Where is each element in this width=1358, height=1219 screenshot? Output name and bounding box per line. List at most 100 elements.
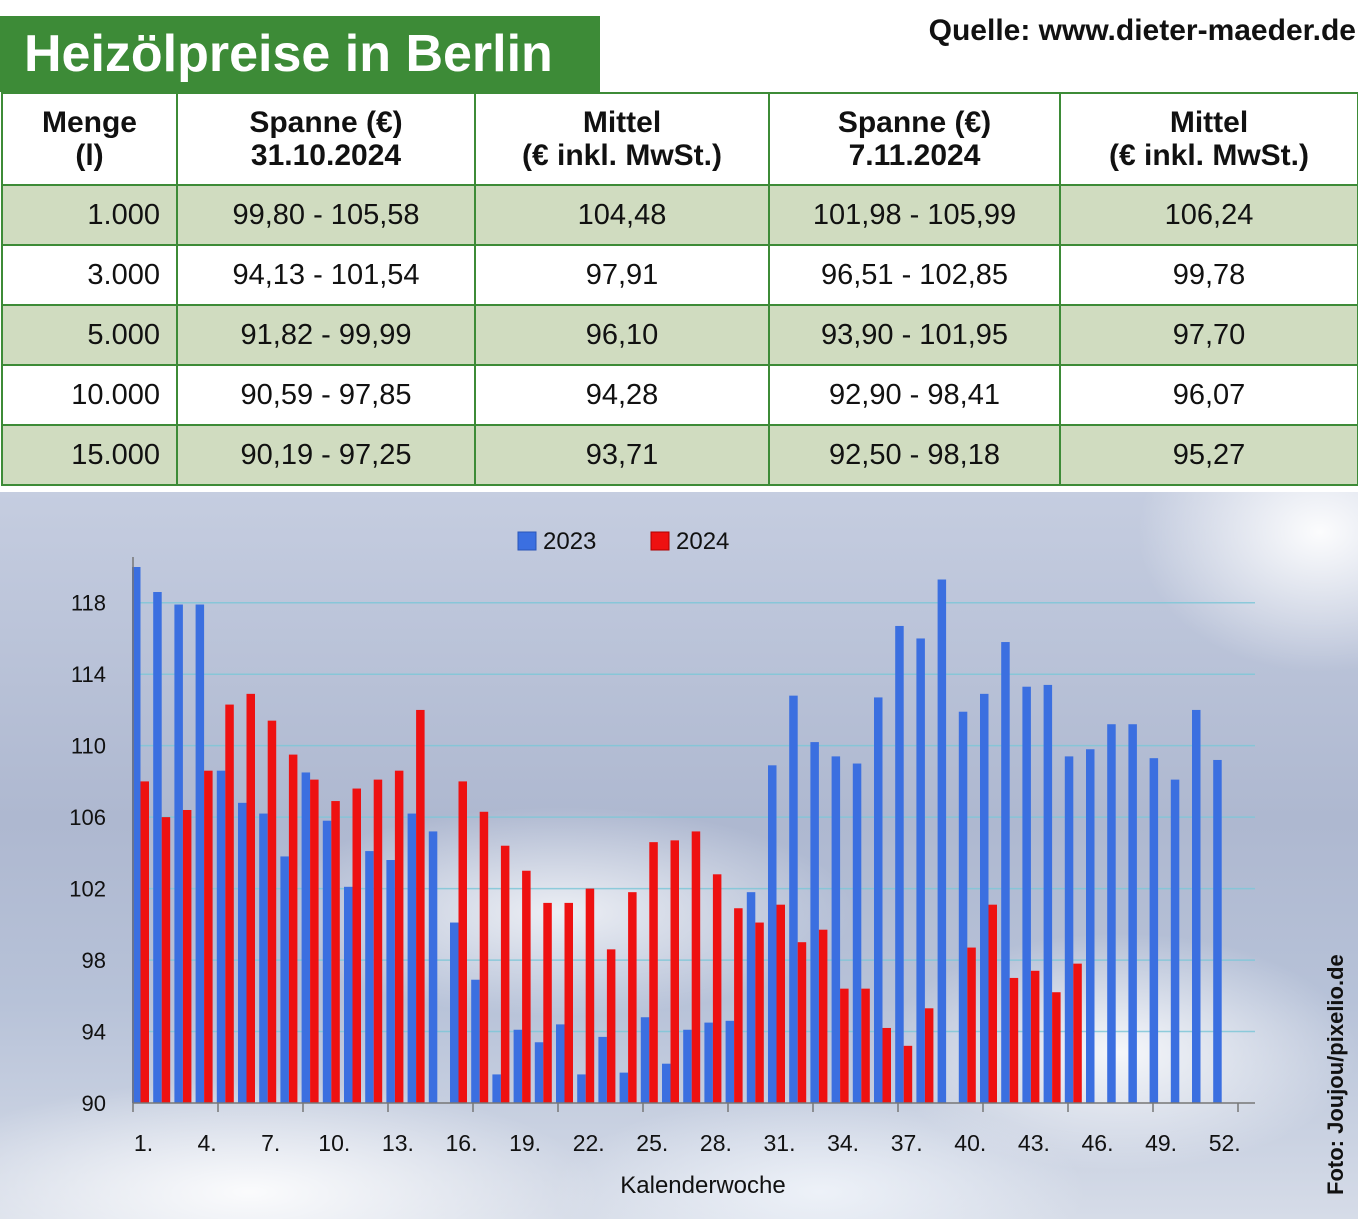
bar-2023-week-1 [132,567,141,1103]
bar-2023-week-20 [534,1042,544,1103]
cell-spanne-2: 92,90 - 98,41 [768,364,1061,426]
cell-mittel-1: 96,10 [474,304,770,366]
header-spanne-2: Spanne (€) 7.11.2024 [768,92,1061,186]
legend: 2023 2024 [517,528,729,555]
cell-spanne-1: 91,82 - 99,99 [176,304,476,366]
bar-2024-week-24 [628,892,637,1103]
bar-2023-week-22 [577,1074,586,1103]
bar-2024-week-9 [310,779,319,1103]
bar-2023-week-42 [1001,642,1010,1103]
bar-2024-week-5 [225,704,234,1103]
bar-2023-week-14 [407,813,417,1103]
cell-mittel-2: 95,27 [1059,424,1358,486]
bar-2023-week-19 [513,1029,523,1103]
cell-menge: 3.000 [1,244,178,306]
bar-2024-week-43 [1030,970,1040,1103]
chart-area: 90 94 98 102 106 110 114 118 1. 4. 7. 10. 13. 16. 19. 2… [0,492,1358,1219]
bar-2023-week-40 [958,711,968,1103]
bar-2024-week-16 [458,781,467,1103]
x-tick-label: 43. [1018,1130,1050,1156]
cell-mittel-1: 94,28 [474,364,770,426]
cell-menge: 10.000 [1,364,178,426]
bar-2024-week-42 [1009,977,1019,1103]
bar-2023-week-32 [789,695,798,1103]
cell-spanne-2: 96,51 - 102,85 [768,244,1061,306]
legend-swatch-2023 [517,531,537,551]
bar-2024-week-4 [204,770,213,1103]
bar-2023-week-24 [619,1072,629,1103]
x-axis-title: Kalenderwoche [620,1172,785,1199]
bar-2024-week-30 [755,922,764,1103]
cell-spanne-2: 101,98 - 105,99 [768,184,1061,246]
bar-2024-week-41 [988,904,997,1103]
cell-spanne-1: 99,80 - 105,58 [176,184,476,246]
y-tick-label: 94 [82,1020,106,1045]
bar-2023-week-12 [365,851,374,1103]
bar-2023-week-46 [1086,749,1095,1103]
bar-2024-week-21 [564,902,573,1103]
bar-2023-week-27 [683,1029,692,1103]
bar-2024-week-36 [882,1027,891,1103]
bar-2023-week-9 [301,772,311,1103]
x-tick-label: 1. [134,1130,153,1156]
cell-spanne-1: 90,59 - 97,85 [176,364,476,426]
x-tick-label: 46. [1082,1130,1114,1156]
bar-2023-week-50 [1170,779,1180,1103]
bar-2024-week-20 [543,902,552,1103]
bar-2023-week-34 [831,756,841,1103]
bar-2024-week-2 [161,817,171,1103]
cell-mittel-1: 97,91 [474,244,770,306]
x-tick-label: 37. [891,1130,923,1156]
axes: 90 94 98 102 106 110 114 118 1. 4. 7. 10. 13. 16. 19. 2… [69,557,1255,1199]
bar-2023-week-3 [174,604,183,1103]
table-row: 3.000 94,13 - 101,54 97,91 96,51 - 102,8… [1,244,1358,306]
cell-menge: 1.000 [1,184,178,246]
y-tick-label: 118 [71,591,106,616]
bar-2023-week-45 [1064,756,1074,1103]
table-row: 1.000 99,80 - 105,58 104,48 101,98 - 105… [1,184,1358,246]
bar-2023-week-13 [386,860,395,1103]
bar-2023-week-39 [937,579,947,1103]
bar-2023-week-29 [725,1020,735,1103]
bar-2024-week-3 [182,809,192,1103]
cell-spanne-2: 92,50 - 98,18 [768,424,1061,486]
bar-2023-week-18 [492,1074,501,1103]
header-mittel-2: Mittel (€ inkl. MwSt.) [1059,92,1358,186]
legend-swatch-2024 [650,531,670,551]
bar-2024-week-31 [776,904,785,1103]
bar-2024-week-6 [246,693,255,1103]
bar-2023-week-10 [322,820,332,1103]
cell-mittel-2: 97,70 [1059,304,1358,366]
photo-credit: Foto: Joujou/pixelio.de [1323,954,1348,1195]
legend-label-2023: 2023 [543,528,596,555]
bar-2023-week-36 [874,697,883,1103]
bar-2023-week-35 [852,763,862,1103]
bar-2024-week-25 [649,842,658,1103]
cell-mittel-1: 93,71 [474,424,770,486]
bar-2024-week-8 [288,754,298,1103]
table-row: 15.000 90,19 - 97,25 93,71 92,50 - 98,18… [1,424,1358,486]
x-tick-label: 52. [1209,1130,1241,1156]
bar-2024-week-11 [352,788,361,1103]
header-spanne-1: Spanne (€) 31.10.2024 [176,92,476,186]
bar-2024-week-34 [840,988,849,1103]
header-mittel-1: Mittel (€ inkl. MwSt.) [474,92,770,186]
cell-spanne-1: 94,13 - 101,54 [176,244,476,306]
cell-mittel-2: 99,78 [1059,244,1358,306]
bar-2023-week-41 [980,693,989,1103]
cell-spanne-2: 93,90 - 101,95 [768,304,1061,366]
x-tick-label: 40. [954,1130,986,1156]
cell-mittel-2: 96,07 [1059,364,1358,426]
price-table: Menge (l) Spanne (€) 31.10.2024 Mittel (€ i… [1,92,1358,486]
bar-2024-week-38 [924,1008,934,1103]
bar-2024-week-17 [479,811,489,1103]
x-tick-label: 28. [700,1130,732,1156]
bar-2024-week-33 [818,929,828,1103]
bar-2023-week-26 [662,1063,671,1103]
bar-2024-week-32 [797,942,807,1103]
legend-label-2024: 2024 [676,528,729,555]
bars [132,567,1222,1103]
bar-2024-week-12 [373,779,383,1103]
y-tick-label: 110 [71,734,106,759]
bar-2024-week-18 [500,845,510,1103]
